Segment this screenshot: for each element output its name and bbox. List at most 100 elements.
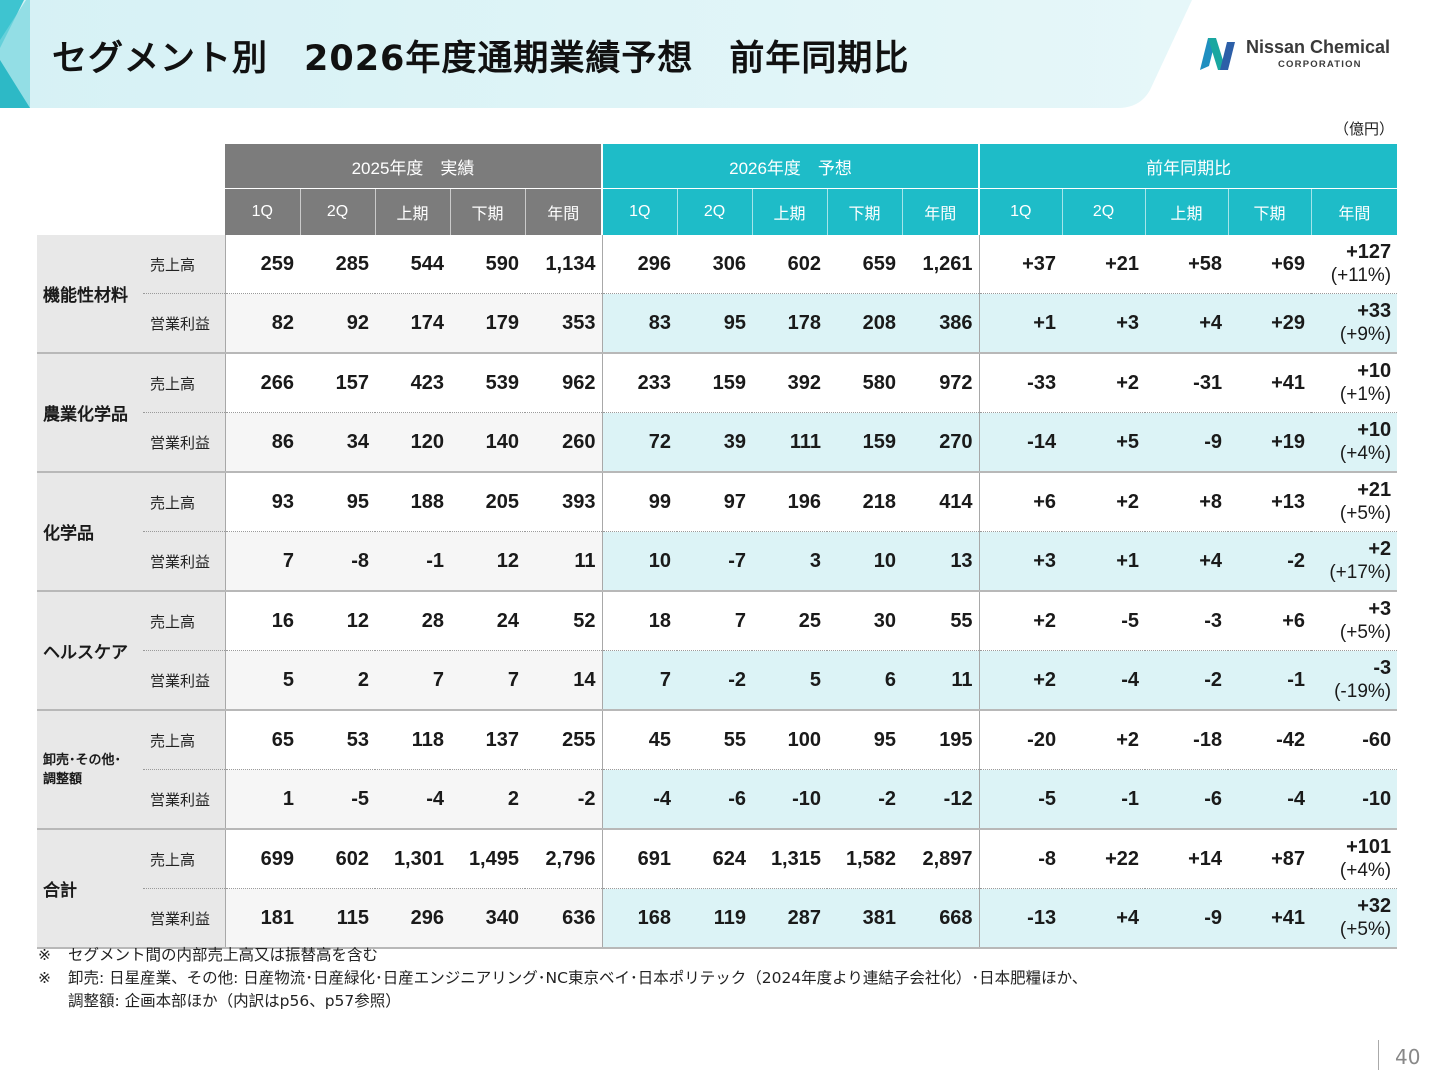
value-cell: 52 — [525, 591, 602, 651]
value-cell: 381 — [827, 888, 902, 949]
value-cell: 159 — [677, 353, 752, 413]
annual-yoy-cell: +33 (+9%) — [1311, 293, 1398, 354]
annual-yoy-percent: (+9%) — [1339, 324, 1392, 345]
column-header: 2Q — [299, 188, 375, 235]
annual-yoy-percent: (+4%) — [1339, 443, 1392, 464]
value-cell: 97 — [677, 472, 752, 532]
annual-yoy-value: +32 — [1357, 895, 1392, 917]
annual-yoy-percent: (+11%) — [1330, 265, 1392, 286]
value-cell: +5 — [1062, 412, 1146, 473]
segment-name: 化学品 — [37, 472, 143, 592]
value-cell: -14 — [978, 412, 1063, 473]
value-cell: 5 — [752, 650, 827, 711]
value-cell: +2 — [978, 650, 1063, 711]
annual-yoy-value: +127 — [1346, 241, 1392, 263]
value-cell: +1 — [978, 293, 1063, 354]
value-cell: -2 — [677, 650, 752, 711]
value-cell: 218 — [827, 472, 902, 532]
value-cell: 636 — [525, 888, 602, 949]
value-cell: 539 — [450, 353, 525, 413]
value-cell: 1 — [224, 769, 300, 830]
annual-yoy-value: -10 — [1362, 787, 1392, 810]
column-header: 年間 — [901, 188, 980, 235]
value-cell: 12 — [300, 591, 375, 651]
value-cell: +29 — [1228, 293, 1312, 354]
value-cell: 972 — [902, 353, 980, 413]
value-cell: +1 — [1062, 531, 1146, 592]
value-cell: 119 — [677, 888, 752, 949]
value-cell: +69 — [1228, 235, 1312, 294]
value-cell: 260 — [525, 412, 602, 473]
annual-yoy-percent: (+4%) — [1339, 860, 1392, 881]
column-header: 1Q — [225, 188, 300, 235]
value-cell: 24 — [450, 591, 525, 651]
value-cell: 340 — [450, 888, 525, 949]
value-cell: 2 — [450, 769, 525, 830]
value-cell: -10 — [752, 769, 827, 830]
annual-yoy-percent: (+5%) — [1339, 622, 1392, 643]
annual-yoy-value: +2 — [1368, 538, 1392, 560]
value-cell: -1 — [1228, 650, 1312, 711]
value-cell: 2,796 — [525, 829, 602, 889]
row-label: 営業利益 — [143, 293, 225, 354]
segment-forecast-table: 2025年度 実績 2026年度 予想 前年同期比 1Q 2Q 上期 下期 年間 1Q 2Q… — [37, 144, 1398, 949]
annual-yoy-percent: (+1%) — [1339, 384, 1392, 405]
value-cell: 111 — [752, 412, 827, 473]
value-cell: 6 — [827, 650, 902, 711]
value-cell: 11 — [902, 650, 980, 711]
value-cell: -2 — [1145, 650, 1229, 711]
footnote-2: ※ 卸売: 日星産業、その他: 日産物流･日産緑化･日産エンジニアリング･NC東京… — [38, 969, 1088, 987]
unit-label: （億円） — [1334, 120, 1395, 138]
value-cell: +2 — [1062, 710, 1146, 770]
value-cell: +37 — [978, 235, 1063, 294]
value-cell: -1 — [1062, 769, 1146, 830]
table-row: 営業利益 82 92 174 179 353 83 95 178 208 386 +1 +3 +4 +29 +… — [37, 293, 1398, 354]
column-header: 上期 — [374, 188, 450, 235]
value-cell: 115 — [300, 888, 375, 949]
segment-name: 農業化学品 — [37, 353, 143, 473]
value-cell: -5 — [978, 769, 1063, 830]
row-label: 売上高 — [143, 591, 225, 651]
group-header-yoy: 前年同期比 — [978, 144, 1398, 189]
value-cell: 178 — [752, 293, 827, 354]
annual-yoy-percent: (+5%) — [1339, 919, 1392, 940]
value-cell: +4 — [1062, 888, 1146, 949]
nissan-chemical-logo-icon — [1200, 38, 1235, 70]
value-cell: -9 — [1145, 412, 1229, 473]
value-cell: 259 — [224, 235, 300, 294]
table-row: 機能性材料 売上高 259 285 544 590 1,134 296 306 602 659 1,2… — [37, 235, 1398, 354]
value-cell: 39 — [677, 412, 752, 473]
value-cell: +2 — [978, 591, 1063, 651]
value-cell: 188 — [375, 472, 450, 532]
segment-name: 機能性材料 — [37, 235, 143, 354]
value-cell: 196 — [752, 472, 827, 532]
page-number: 40 — [1378, 1040, 1420, 1070]
value-cell: 53 — [300, 710, 375, 770]
row-label: 営業利益 — [143, 888, 225, 949]
value-cell: 208 — [827, 293, 902, 354]
column-header: 上期 — [751, 188, 827, 235]
annual-yoy-cell: +101 (+4%) — [1311, 829, 1398, 889]
value-cell: +87 — [1228, 829, 1312, 889]
value-cell: 195 — [902, 710, 980, 770]
value-cell: 7 — [677, 591, 752, 651]
value-cell: -4 — [375, 769, 450, 830]
value-cell: 72 — [601, 412, 677, 473]
annual-yoy-cell: -3 (-19%) — [1311, 650, 1398, 711]
segment-name: 卸売･その他･ 調整額 — [37, 710, 143, 830]
table-row: ヘルスケア 売上高 16 12 28 24 52 18 7 25 30 55 +2 -5 -3 +6 +3 (+5… — [37, 591, 1398, 711]
value-cell: -3 — [1145, 591, 1229, 651]
company-logo: Nissan Chemical CORPORATION — [1198, 36, 1398, 76]
value-cell: -18 — [1145, 710, 1229, 770]
group-header-2026: 2026年度 予想 — [600, 144, 980, 189]
column-header: 下期 — [1227, 188, 1312, 235]
value-cell: 179 — [450, 293, 525, 354]
annual-yoy-value: +10 — [1357, 419, 1392, 441]
value-cell: +58 — [1145, 235, 1229, 294]
value-cell: -5 — [1062, 591, 1146, 651]
value-cell: 287 — [752, 888, 827, 949]
table-row: 営業利益 181 115 296 340 636 168 119 287 381 668 -13 +4-… — [37, 888, 1398, 949]
value-cell: 1,261 — [902, 235, 980, 294]
value-cell: 10 — [827, 531, 902, 592]
value-cell: 423 — [375, 353, 450, 413]
